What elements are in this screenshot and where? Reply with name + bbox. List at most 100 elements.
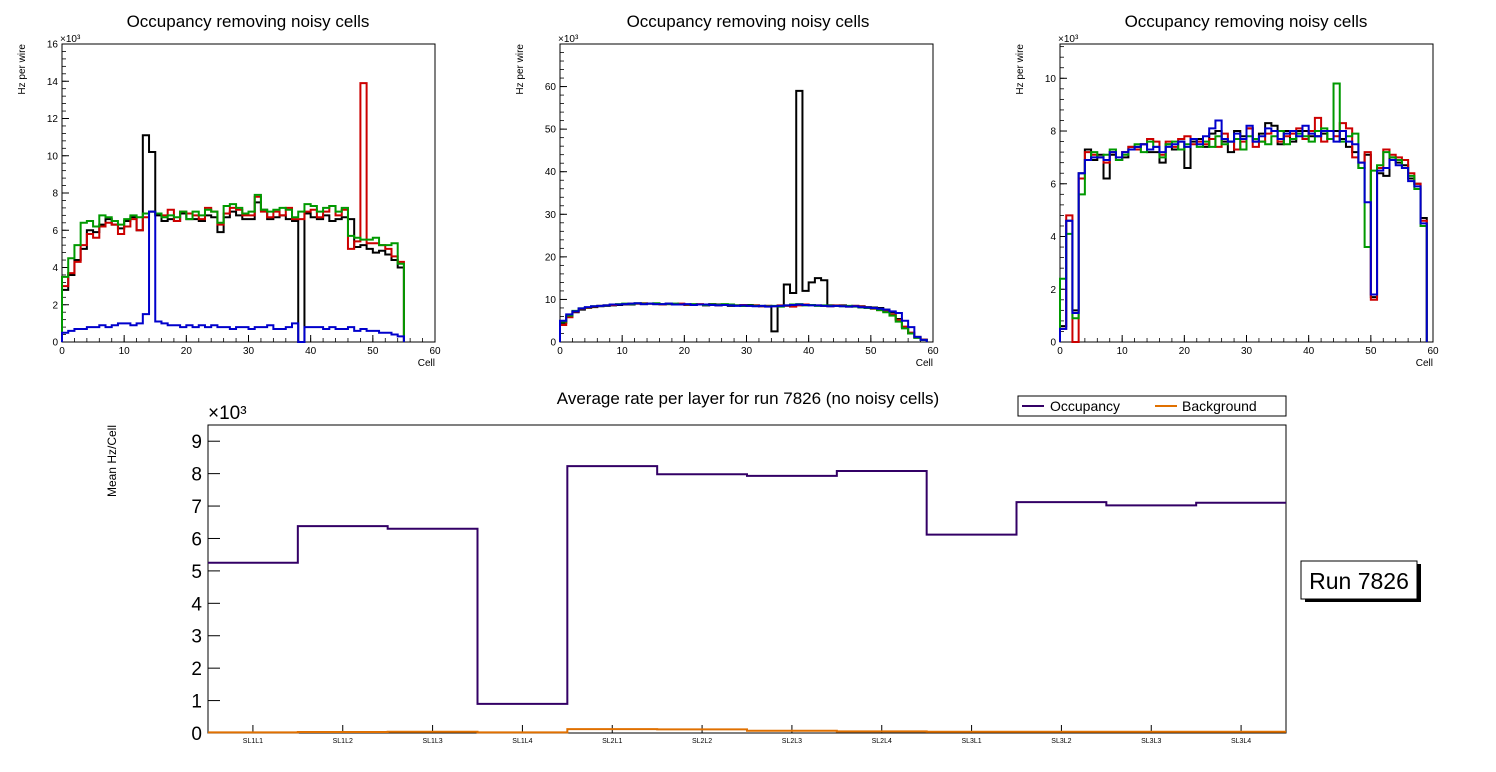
x-tick-label: 50 <box>1365 346 1377 357</box>
y-axis-title: Hz per wire <box>515 44 526 95</box>
x-axis-title: Cell <box>1416 358 1433 369</box>
chart-title: Occupancy removing noisy cells <box>1125 12 1368 31</box>
y-tick-label: 3 <box>191 627 202 648</box>
y-axis-title: Hz per wire <box>1015 44 1026 95</box>
x-category-label: SL1L3 <box>422 738 442 745</box>
x-tick-label: 10 <box>1117 346 1129 357</box>
y-tick-label: 0 <box>52 338 58 349</box>
y-tick-label: 10 <box>47 151 59 162</box>
legend-label-occupancy: Occupancy <box>1050 398 1120 414</box>
y-tick-label: 8 <box>1050 127 1056 138</box>
x-tick-label: 30 <box>741 346 753 357</box>
y-tick-label: 0 <box>191 724 202 745</box>
x-tick-label: 0 <box>59 346 65 357</box>
x-category-label: SL1L1 <box>243 738 263 745</box>
chart-panel-2: Occupancy removing noisy cells 0 10 20 30 40 5… <box>515 12 939 369</box>
series-line-occupancy <box>208 465 1286 705</box>
y-tick-label: 8 <box>52 189 58 200</box>
y-tick-label: 20 <box>545 252 557 263</box>
y-tick-label: 14 <box>47 77 59 88</box>
y-exponent-label: ×10³ <box>1058 34 1079 45</box>
chart-panel-4: Average rate per layer for run 7826 (no … <box>105 389 1421 745</box>
x-tick-label: 20 <box>679 346 691 357</box>
y-tick-label: 2 <box>1050 285 1056 296</box>
y-tick-label: 4 <box>191 594 202 615</box>
y-tick-label: 0 <box>1050 338 1056 349</box>
x-axis-title: Cell <box>916 358 933 369</box>
y-exponent-label: ×10³ <box>60 34 81 45</box>
x-tick-label: 0 <box>557 346 563 357</box>
y-tick-label: 8 <box>191 465 202 486</box>
y-tick-label: 1 <box>191 692 202 713</box>
y-tick-label: 60 <box>545 82 557 93</box>
y-tick-label: 12 <box>47 114 59 125</box>
x-tick-label: 60 <box>1427 346 1439 357</box>
legend: Occupancy Background <box>1017 395 1287 417</box>
chart-title: Occupancy removing noisy cells <box>627 12 870 31</box>
histogram-series-l3 <box>559 302 928 342</box>
plot-frame <box>207 424 1287 734</box>
chart-title: Average rate per layer for run 7826 (no … <box>557 389 939 408</box>
y-tick-label: 2 <box>52 300 58 311</box>
histogram-series-l4 <box>559 302 928 342</box>
x-category-label: SL1L2 <box>333 738 353 745</box>
x-tick-label: 60 <box>429 346 441 357</box>
chart-panel-3: Occupancy removing noisy cells 0 2 4 6 8 10 ×10… <box>1015 12 1439 369</box>
series-line-background <box>208 728 1286 734</box>
x-tick-label: 40 <box>1303 346 1315 357</box>
y-tick-label: 16 <box>47 40 59 51</box>
chart-panel-1: Occupancy removing noisy cells 0 2 4 6 8 10 12 1… <box>17 12 441 369</box>
y-tick-label: 30 <box>545 210 557 221</box>
chart-title: Occupancy removing noisy cells <box>127 12 370 31</box>
y-tick-label: 9 <box>191 432 202 453</box>
x-tick-label: 50 <box>865 346 877 357</box>
y-tick-label: 7 <box>191 497 202 518</box>
run-box <box>1300 560 1418 600</box>
x-tick-label: 10 <box>119 346 131 357</box>
x-category-label: SL2L1 <box>602 738 622 745</box>
y-axis-title: Hz per wire <box>17 44 28 95</box>
x-category-label: SL2L3 <box>782 738 802 745</box>
y-tick-label: 50 <box>545 125 557 136</box>
x-tick-label: 30 <box>243 346 255 357</box>
y-axis-title: Mean Hz/Cell <box>105 425 119 497</box>
y-tick-label: 6 <box>1050 179 1056 190</box>
y-tick-label: 10 <box>1045 74 1057 85</box>
x-tick-label: 50 <box>367 346 379 357</box>
histogram-series-l4 <box>61 210 405 343</box>
legend-box <box>1017 395 1287 417</box>
x-tick-label: 40 <box>803 346 815 357</box>
x-tick-label: 10 <box>617 346 629 357</box>
histogram-series-l4 <box>1059 119 1428 342</box>
x-tick-label: 40 <box>305 346 317 357</box>
x-category-label: SL3L1 <box>961 738 981 745</box>
plot-frame <box>61 43 436 343</box>
x-category-label: SL3L2 <box>1051 738 1071 745</box>
x-category-label: SL3L4 <box>1231 738 1251 745</box>
y-exponent-label: ×10³ <box>208 403 247 424</box>
x-category-label: SL2L2 <box>692 738 712 745</box>
run-annotation: Run 7826 <box>1300 560 1421 602</box>
x-category-label: SL1L4 <box>512 738 532 745</box>
y-tick-label: 10 <box>545 295 557 306</box>
y-tick-label: 40 <box>545 167 557 178</box>
x-tick-label: 0 <box>1057 346 1063 357</box>
histogram-series-l3 <box>1059 82 1428 342</box>
x-tick-label: 20 <box>181 346 193 357</box>
x-tick-label: 20 <box>1179 346 1191 357</box>
y-tick-label: 6 <box>52 226 58 237</box>
y-tick-label: 5 <box>191 562 202 583</box>
y-tick-label: 4 <box>1050 232 1056 243</box>
y-tick-label: 4 <box>52 263 58 274</box>
run-label: Run 7826 <box>1309 568 1409 594</box>
plot-frame <box>559 43 934 343</box>
legend-label-background: Background <box>1182 398 1257 414</box>
histogram-series-l3 <box>61 193 405 342</box>
y-tick-label: 0 <box>550 338 556 349</box>
y-tick-label: 6 <box>191 529 202 550</box>
x-tick-label: 30 <box>1241 346 1253 357</box>
histogram-series-l1 <box>61 134 405 343</box>
x-tick-label: 60 <box>927 346 939 357</box>
y-exponent-label: ×10³ <box>558 34 579 45</box>
